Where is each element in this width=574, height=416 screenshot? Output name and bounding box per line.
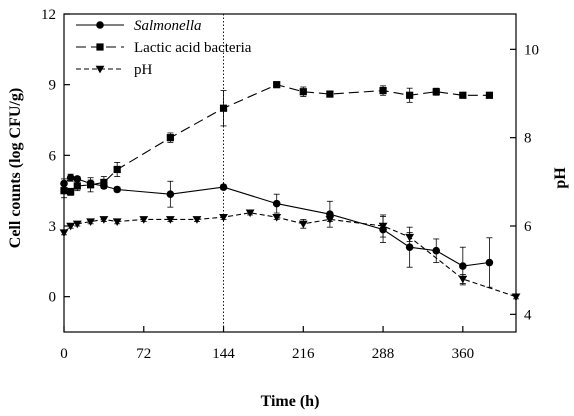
right-y-tick-label: 10 — [524, 42, 539, 58]
series-layer — [59, 81, 521, 302]
data-point — [299, 88, 307, 96]
left-y-axis-title: Cell counts (log CFU/g) — [7, 88, 24, 248]
right-y-tick-label: 4 — [524, 307, 532, 323]
data-point — [272, 199, 281, 208]
data-point — [192, 216, 202, 224]
data-point — [326, 210, 334, 219]
legend-marker — [96, 21, 104, 29]
legend-marker — [96, 43, 104, 51]
data-point — [325, 216, 335, 224]
data-point — [432, 88, 440, 96]
data-point — [86, 218, 95, 226]
data-point — [166, 190, 175, 198]
right-y-tick-label: 6 — [524, 219, 532, 235]
data-point — [219, 183, 228, 191]
left-y-tick-label: 12 — [41, 7, 56, 23]
right-y-axis-ticks: 4681012 — [510, 42, 539, 323]
x-tick-label: 0 — [60, 346, 68, 362]
x-axis-ticks: 0 72 144 216 288 360 — [60, 326, 474, 362]
data-point — [379, 86, 387, 95]
legend-label: Salmonella — [134, 18, 202, 34]
legend: Salmonella Lactic acid bacteria pH — [76, 18, 252, 78]
data-point — [60, 187, 68, 195]
data-point — [219, 213, 228, 222]
x-tick-label: 360 — [452, 346, 475, 362]
data-point — [405, 233, 415, 242]
x-tick-label: 72 — [136, 346, 151, 362]
series-line — [63, 177, 490, 267]
data-point — [378, 222, 388, 231]
legend-marker — [95, 65, 105, 74]
legend-label: pH — [134, 62, 153, 78]
series-line — [63, 84, 490, 193]
data-point — [113, 185, 121, 194]
data-point — [73, 182, 81, 190]
data-point — [511, 293, 521, 302]
series-1 — [60, 81, 494, 199]
data-point — [458, 275, 468, 284]
plot-border — [63, 13, 517, 333]
data-point — [485, 258, 494, 267]
data-point — [113, 165, 121, 174]
data-point — [59, 229, 69, 238]
data-point — [459, 91, 467, 99]
data-point — [165, 216, 175, 224]
legend-entry: pH — [76, 62, 153, 78]
legend-entry: Salmonella — [76, 18, 202, 34]
data-point — [67, 188, 75, 196]
data-point — [272, 213, 282, 222]
x-tick-label: 288 — [372, 346, 395, 362]
data-point — [166, 134, 174, 142]
data-point — [326, 90, 334, 98]
data-point — [112, 218, 122, 226]
data-point — [100, 178, 108, 187]
data-point — [273, 81, 281, 89]
data-point — [72, 220, 82, 229]
data-point — [99, 216, 109, 224]
data-point — [139, 216, 149, 224]
data-point — [73, 175, 82, 183]
data-point — [485, 91, 494, 99]
data-point — [298, 220, 308, 229]
data-point — [66, 173, 75, 182]
data-point — [86, 181, 95, 189]
data-point — [245, 209, 255, 218]
series-0 — [60, 173, 494, 288]
right-y-tick-label: 8 — [524, 131, 532, 147]
data-point — [432, 246, 441, 255]
x-axis-title: Time (h) — [261, 393, 320, 410]
left-y-tick-label: 0 — [49, 290, 57, 306]
data-point — [459, 262, 467, 270]
x-tick-label: 144 — [212, 346, 235, 362]
series-2 — [59, 209, 521, 302]
legend-label: Lactic acid bacteria — [134, 40, 252, 56]
data-point — [405, 243, 414, 251]
left-y-tick-label: 3 — [49, 219, 57, 235]
data-point — [406, 91, 414, 99]
right-y-axis-title: pH — [552, 167, 569, 189]
x-tick-label: 216 — [292, 346, 315, 362]
data-point — [66, 222, 76, 231]
legend-entry: Lactic acid bacteria — [76, 40, 252, 56]
left-y-tick-label: 9 — [49, 78, 57, 94]
data-point — [219, 104, 228, 112]
left-y-tick-label: 6 — [49, 148, 57, 164]
left-y-axis-ticks: 0 3 6 9 12 — [41, 7, 70, 306]
plot-frame — [63, 13, 517, 333]
series-line — [63, 212, 517, 298]
